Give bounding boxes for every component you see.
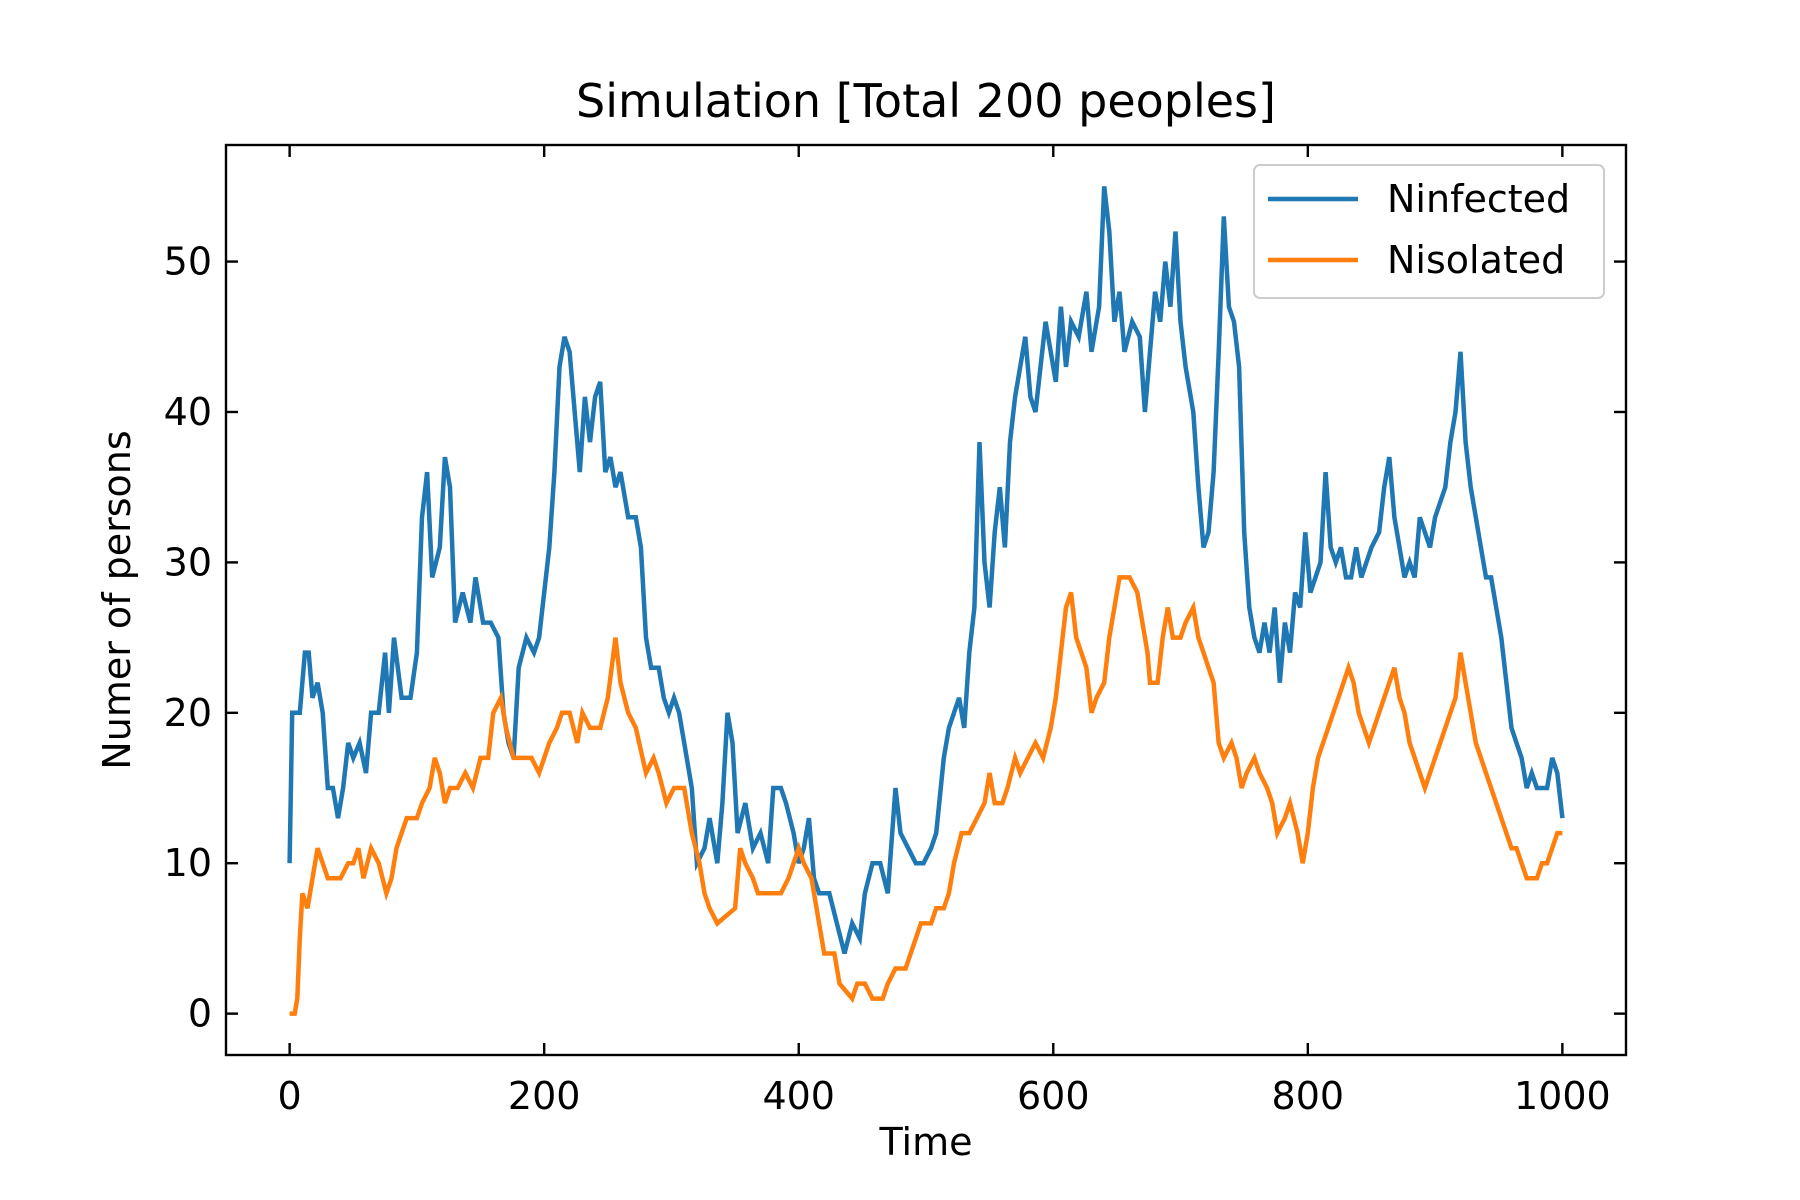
x-tick-label: 400 bbox=[762, 1074, 835, 1118]
x-tick-label: 600 bbox=[1017, 1074, 1090, 1118]
series-line-nisolated bbox=[289, 575, 1563, 1016]
x-tick-label: 1000 bbox=[1514, 1074, 1611, 1118]
x-axis-label: Time bbox=[879, 1120, 973, 1164]
x-tick-label: 0 bbox=[278, 1074, 302, 1118]
y-axis-label: Numer of persons bbox=[95, 430, 139, 769]
series-layer bbox=[287, 186, 1565, 1016]
y-tick-label: 0 bbox=[188, 992, 212, 1036]
y-tick-label: 10 bbox=[164, 841, 212, 885]
legend-label-ninfected: Ninfected bbox=[1387, 177, 1570, 221]
chart-title: Simulation [Total 200 peoples] bbox=[576, 74, 1276, 128]
plot-frame bbox=[224, 143, 1628, 1057]
y-tick-label: 50 bbox=[164, 240, 212, 284]
legend-label-nisolated: Nisolated bbox=[1387, 238, 1565, 282]
y-tick-label: 40 bbox=[164, 390, 212, 434]
y-tick-label: 30 bbox=[164, 540, 212, 584]
legend: Ninfected Nisolated bbox=[1253, 164, 1605, 299]
x-tick-label: 200 bbox=[508, 1074, 581, 1118]
x-tick-label: 800 bbox=[1272, 1074, 1345, 1118]
ticks-layer: 0 200 400 600 800 1000 0 10 20 30 40 50 bbox=[164, 145, 1626, 1118]
y-tick-label: 20 bbox=[164, 691, 212, 735]
